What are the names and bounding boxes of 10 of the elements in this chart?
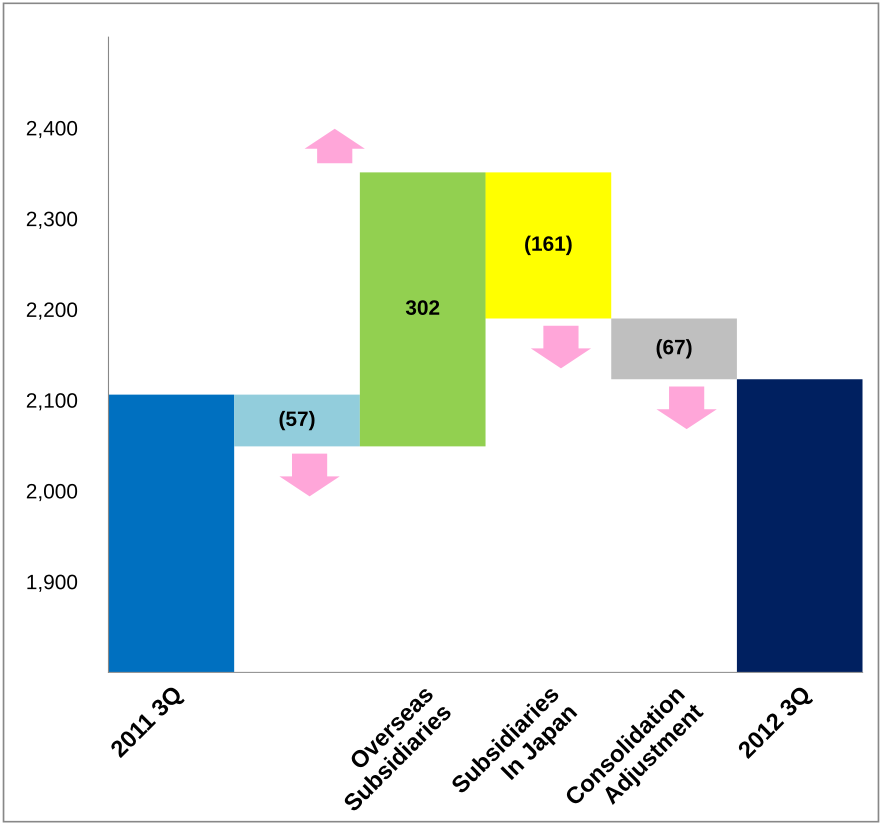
y-tick-label: 2,400	[26, 120, 78, 138]
data-label: (161)	[525, 236, 572, 256]
y-tick-label: 2,000	[26, 484, 78, 502]
y-tick-label: 2,100	[26, 393, 78, 410]
data-label: 302	[406, 300, 440, 315]
y-tick-label: 2,300	[26, 212, 78, 229]
y-tick-label: 2,200	[26, 302, 78, 320]
data-label: (67)	[656, 339, 692, 359]
data-label: (57)	[280, 410, 315, 430]
y-tick-label: 1,900	[27, 574, 78, 592]
